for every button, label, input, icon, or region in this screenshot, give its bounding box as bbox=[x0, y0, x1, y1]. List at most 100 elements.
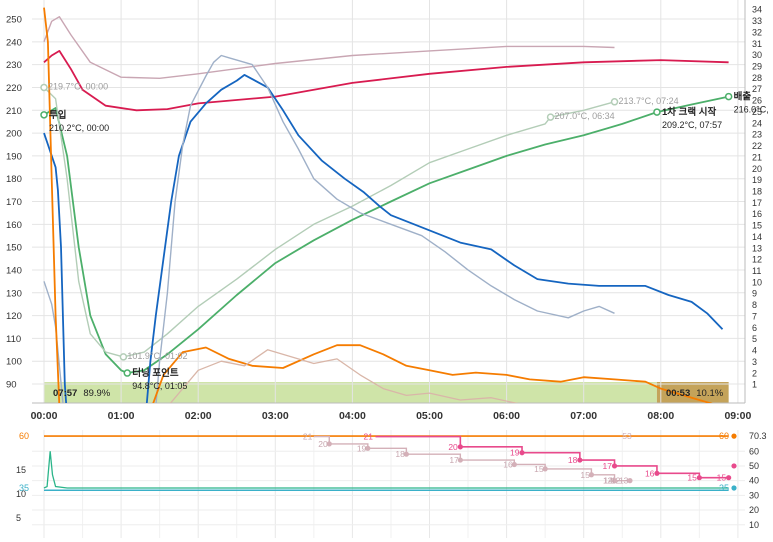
y2-tick-label: 13 bbox=[752, 243, 762, 253]
event-marker bbox=[40, 111, 48, 119]
x-tick-label: 04:00 bbox=[339, 410, 366, 422]
pink-step-label: 20 bbox=[448, 442, 458, 452]
y-tick-label: 120 bbox=[6, 311, 22, 322]
y2-tick-label: 21 bbox=[752, 152, 762, 162]
series-line bbox=[43, 50, 729, 112]
event-value: 101.9°C, 01:02 bbox=[127, 351, 187, 361]
y-tick-label: 100 bbox=[6, 357, 22, 368]
step-marker bbox=[542, 466, 548, 472]
step-marker bbox=[654, 470, 660, 476]
y2-tick-label: 14 bbox=[752, 232, 762, 242]
y2-tick-label: 27 bbox=[752, 84, 762, 94]
event-value: 219.7°C, 00:00 bbox=[48, 81, 108, 91]
y2-tick-label: 12 bbox=[752, 255, 762, 265]
event-value: 207.0°C, 06:34 bbox=[555, 111, 615, 121]
step-marker bbox=[577, 457, 583, 463]
y2-tick-label: 6 bbox=[752, 323, 757, 333]
x-tick-label: 05:00 bbox=[416, 410, 443, 422]
x-tick-label: 09:00 bbox=[724, 410, 751, 422]
y2-tick-label: 9 bbox=[752, 289, 757, 299]
gray-step-label: 17 bbox=[449, 455, 459, 465]
y-tick-label: 90 bbox=[6, 380, 17, 391]
y-tick-label: 170 bbox=[6, 197, 22, 208]
pink-step-label: 16 bbox=[645, 468, 655, 478]
event-marker bbox=[610, 98, 619, 106]
sub-series-line bbox=[43, 451, 729, 489]
y2-tick-label: 30 bbox=[752, 50, 762, 60]
step-marker bbox=[457, 444, 463, 450]
gray-step-label: 16 bbox=[503, 459, 513, 469]
event-title: 터닝 포인트 bbox=[132, 367, 179, 379]
y2-tick-label: 15 bbox=[752, 221, 762, 231]
sub-series-line bbox=[313, 435, 630, 482]
phase-label: 00:53 10.1% bbox=[666, 388, 724, 399]
event-marker bbox=[40, 83, 48, 92]
series-line bbox=[43, 16, 615, 79]
step-marker bbox=[611, 478, 618, 484]
y2-tick-label: 8 bbox=[752, 300, 757, 310]
x-tick-label: 08:00 bbox=[647, 410, 674, 422]
event-title: 배출 bbox=[734, 91, 752, 103]
y2-tick-label: 10 bbox=[752, 277, 762, 287]
series-line bbox=[43, 86, 615, 358]
x-tick-label: 06:00 bbox=[493, 410, 520, 422]
step-marker bbox=[726, 475, 732, 481]
sub-y-tick-label: 15 bbox=[16, 465, 26, 475]
sub-y2-tick-label: 40 bbox=[749, 476, 759, 486]
y-tick-label: 190 bbox=[6, 151, 22, 162]
series-group bbox=[43, 7, 729, 403]
pink-step-label: 15 bbox=[717, 473, 727, 483]
y-tick-label: 250 bbox=[6, 15, 22, 26]
step-marker bbox=[627, 478, 633, 484]
sub-y2-tick-label: 20 bbox=[749, 505, 759, 515]
gray-step-label: 20 bbox=[318, 439, 328, 449]
y2-tick-label: 34 bbox=[752, 5, 762, 15]
edge-dot bbox=[731, 463, 737, 469]
sub-y2-tick-label: 10 bbox=[749, 520, 759, 530]
sub-y2-tick-label: 30 bbox=[749, 490, 759, 500]
y-tick-label: 160 bbox=[6, 220, 22, 231]
y2-tick-label: 33 bbox=[752, 16, 762, 26]
event-marker bbox=[724, 92, 733, 101]
y-tick-label: 220 bbox=[6, 83, 22, 94]
y-tick-label: 200 bbox=[6, 129, 22, 140]
y2-tick-label: 17 bbox=[752, 198, 762, 208]
pink-step-label: 17 bbox=[603, 461, 613, 471]
x-tick-label: 01:00 bbox=[108, 410, 135, 422]
gray-step-label: 12 bbox=[603, 476, 613, 486]
x-tick-label: 07:00 bbox=[570, 410, 597, 422]
y2-tick-label: 25 bbox=[752, 107, 762, 117]
sub-series-line bbox=[375, 435, 729, 479]
pink-step-label: 15 bbox=[687, 473, 697, 483]
event-value: 94.8°C, 01:05 bbox=[132, 381, 187, 391]
gray-step-label: 14 bbox=[604, 476, 614, 486]
y-tick-label: 130 bbox=[6, 288, 22, 299]
gray-step-label: 19 bbox=[357, 443, 367, 453]
y2-tick-label: 29 bbox=[752, 61, 762, 71]
event-marker bbox=[653, 108, 661, 116]
x-tick-label: 02:00 bbox=[185, 410, 212, 422]
y-tick-label: 230 bbox=[6, 60, 22, 71]
series-line bbox=[43, 7, 713, 403]
y2-tick-label: 3 bbox=[752, 357, 757, 367]
gray-step-label: 18 bbox=[395, 449, 405, 459]
y-tick-label: 240 bbox=[6, 37, 22, 48]
y2-tick-label: 2 bbox=[752, 368, 757, 378]
step-marker bbox=[696, 475, 702, 481]
event-title: 1차 크랙 시작 bbox=[662, 106, 717, 118]
y-tick-label: 150 bbox=[6, 243, 22, 254]
y2-tick-label: 4 bbox=[752, 346, 757, 356]
edge-label-right-orange: 60 bbox=[719, 431, 729, 441]
series-line bbox=[43, 95, 729, 374]
y2-tick-label: 22 bbox=[752, 141, 762, 151]
gray-step-label: 15 bbox=[534, 464, 544, 474]
edge-dot bbox=[731, 485, 737, 491]
event-value: 216.0°C, bbox=[734, 105, 769, 115]
event-value: 213.7°C, 07:24 bbox=[619, 96, 679, 106]
y2-tick-label: 1 bbox=[752, 380, 757, 390]
pink-step-label: 21 bbox=[364, 432, 374, 442]
x-tick-label: 00:00 bbox=[31, 410, 58, 422]
sub-y2-tick-label: 50 bbox=[749, 461, 759, 471]
y2-tick-label: 5 bbox=[752, 334, 757, 344]
